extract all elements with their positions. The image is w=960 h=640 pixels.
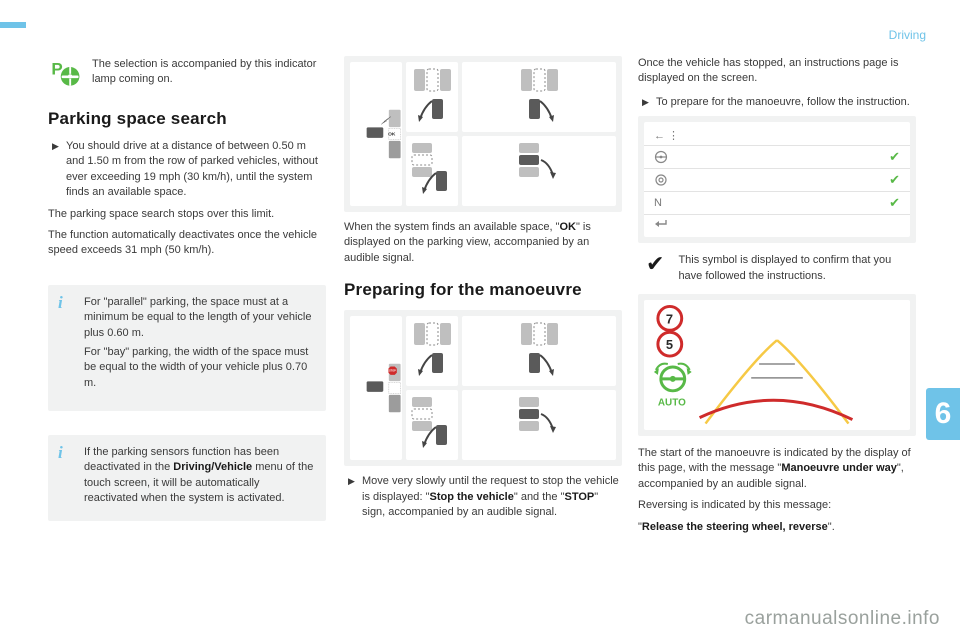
info-icon: i	[58, 443, 63, 463]
rb-bold: Release the steering wheel, reverse	[642, 521, 828, 533]
svg-text:OK: OK	[388, 131, 396, 137]
figure-prepare-stop: STOP	[344, 310, 622, 466]
heading-preparing: Preparing for the manoeuvre	[344, 280, 622, 300]
figure-search-ok: OK	[344, 56, 622, 212]
info1-p1: For "parallel" parking, the space must a…	[84, 295, 316, 341]
pb-mid: " and the "	[514, 491, 565, 503]
pb-b1: Stop the vehicle	[430, 491, 514, 503]
gear-n-label: N	[654, 197, 662, 209]
column-3: Once the vehicle has stopped, an instruc…	[638, 56, 916, 541]
speed-bottom: 5	[666, 337, 673, 352]
stopped-text: Once the vehicle has stopped, an instruc…	[638, 56, 916, 87]
steering-icon	[654, 150, 670, 164]
prepare-bullet: Move very slowly until the request to st…	[344, 474, 622, 520]
screen-row-back: ← ⋮	[644, 126, 910, 145]
tick-note-text: This symbol is displayed to confirm that…	[678, 253, 916, 284]
main-view-stop: STOP	[350, 316, 402, 460]
column-1: P The selection is accompanied by this i…	[48, 56, 326, 521]
svg-text:STOP: STOP	[389, 370, 396, 373]
option-bay-forward-2	[462, 316, 616, 386]
option-bay-forward	[462, 62, 616, 132]
watermark: carmanualsonline.info	[745, 608, 940, 630]
option-parallel-reverse-2	[406, 390, 458, 460]
search-p2: The function automatically deactivates o…	[48, 228, 326, 259]
start-manoeuvre-text: The start of the manoeuvre is indicated …	[638, 446, 916, 492]
brake-icon	[654, 173, 670, 187]
ok-found-text: When the system finds an available space…	[344, 220, 622, 266]
tick-confirmation-row: ✔ This symbol is displayed to confirm th…	[646, 253, 916, 284]
prepare-instruction-bullet: To prepare for the manoeuvre, follow the…	[638, 95, 916, 110]
accent-bar	[0, 22, 26, 28]
info-icon: i	[58, 293, 63, 313]
info2-bold: Driving/Vehicle	[173, 461, 252, 473]
return-icon	[654, 218, 670, 230]
search-bullet: You should drive at a distance of betwee…	[48, 139, 326, 201]
heading-parking-search: Parking space search	[48, 109, 326, 129]
ok-pre: When the system finds an available space…	[344, 221, 559, 233]
rb-post: ".	[828, 521, 835, 533]
search-p1: The parking space search stops over this…	[48, 207, 326, 222]
option-parallel-exit-2	[462, 390, 616, 460]
tick-icon: ✔	[889, 149, 900, 165]
figure-camera-view: 7 5 AUTO	[638, 294, 916, 436]
ok-bold: OK	[559, 221, 576, 233]
indicator-row: P The selection is accompanied by this i…	[48, 56, 326, 95]
speed-top: 7	[666, 311, 673, 326]
reversing-intro: Reversing is indicated by this message:	[638, 498, 916, 513]
reversing-message: "Release the steering wheel, reverse".	[638, 520, 916, 535]
screen-row-gear: N ✔	[644, 191, 910, 214]
tick-icon: ✔	[889, 172, 900, 188]
screen-row-brake: ✔	[644, 168, 910, 191]
tick-icon: ✔	[889, 195, 900, 211]
back-arrow: ← ⋮	[654, 129, 679, 142]
option-bay-reverse-2	[406, 316, 458, 386]
checkmark-icon: ✔	[646, 253, 664, 275]
auto-label: AUTO	[658, 398, 686, 409]
info-box-sensors: i If the parking sensors function has be…	[48, 435, 326, 521]
option-bay-reverse	[406, 62, 458, 132]
info-box-dimensions: i For "parallel" parking, the space must…	[48, 285, 326, 411]
column-2: OK When the system finds an available sp…	[344, 56, 622, 526]
manual-page: Driving 6 carmanualsonline.info P The se…	[0, 0, 960, 640]
pb-b2: STOP	[564, 491, 594, 503]
sp-bold: Manoeuvre under way	[781, 462, 897, 474]
info2-text: If the parking sensors function has been…	[84, 445, 316, 507]
chapter-tab: 6	[926, 388, 960, 440]
option-parallel-reverse	[406, 136, 458, 206]
info1-p2: For "bay" parking, the width of the spac…	[84, 345, 316, 391]
section-header: Driving	[889, 28, 926, 42]
park-indicator-icon: P	[48, 56, 82, 95]
option-parallel-exit	[462, 136, 616, 206]
indicator-text: The selection is accompanied by this ind…	[92, 57, 326, 88]
screen-row-wheel: ✔	[644, 145, 910, 168]
main-view-ok: OK	[350, 62, 402, 206]
figure-instruction-screen: ← ⋮ ✔ ✔ N ✔	[638, 116, 916, 243]
screen-row-return	[644, 214, 910, 233]
